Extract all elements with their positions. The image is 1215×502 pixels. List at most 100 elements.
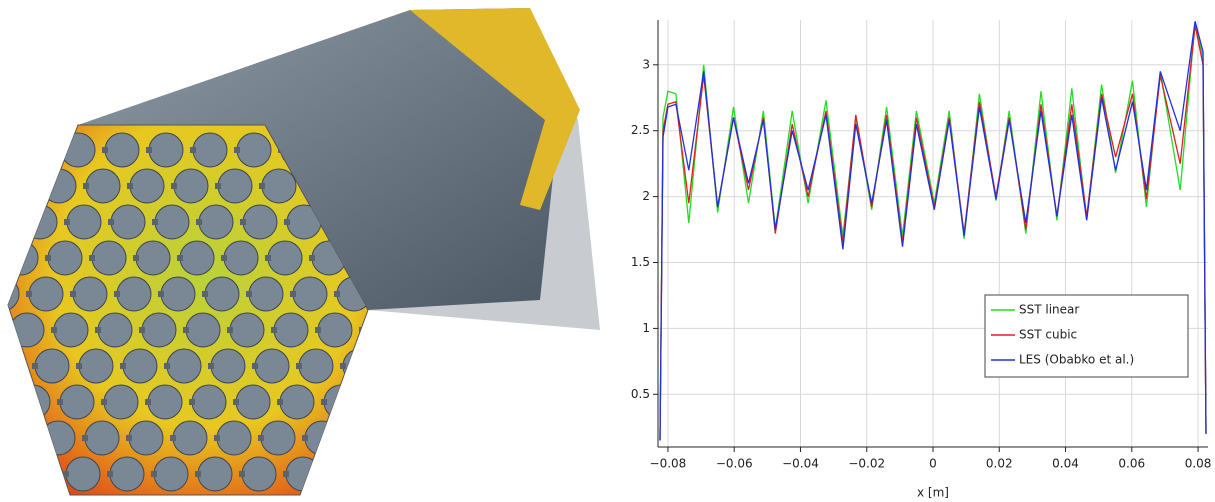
rod-wire (221, 255, 227, 261)
rod-end (91, 240, 127, 276)
rod-end (21, 456, 57, 492)
rod-end (15, 384, 51, 420)
y-tick-label: 2 (642, 189, 650, 203)
rod-wire (114, 291, 120, 297)
rod-wire (195, 471, 201, 477)
rod-end (317, 312, 353, 348)
rod-end (329, 456, 365, 492)
rod-wire (227, 327, 233, 333)
rod-end (110, 204, 146, 240)
rod-end (298, 348, 334, 384)
rod-end (8, 348, 26, 384)
rod-wire (57, 399, 63, 405)
rod-wire (190, 147, 196, 153)
rod-end (374, 457, 408, 491)
rod-wire (19, 471, 25, 477)
rod-wire (63, 471, 69, 477)
rod-end (135, 240, 171, 276)
rod-end (223, 240, 259, 276)
y-tick-label: 3 (642, 57, 650, 71)
x-tick-label: 0.04 (1052, 457, 1079, 471)
legend-label: LES (Obabko et al.) (1019, 353, 1134, 367)
rod-wire (107, 471, 113, 477)
rod-wire (133, 255, 139, 261)
chart: x [m] 0.5 1 1.5 2 2.5 3 −0.08 −0.06 −0.04 −0.02 0 0… (631, 20, 1212, 500)
rod-wire (234, 147, 240, 153)
rod-wire (371, 471, 377, 477)
rod-end (34, 348, 70, 384)
rod-end (128, 420, 164, 456)
rod-wire (39, 183, 45, 189)
rod-end (84, 420, 120, 456)
legend-label: SST linear (1019, 303, 1079, 317)
series-line (659, 21, 1207, 441)
rod-end (60, 132, 96, 168)
rod-wire (20, 219, 26, 225)
rod-end (273, 312, 309, 348)
rod-end (342, 348, 368, 384)
rod-end (85, 168, 121, 204)
rod-end (103, 384, 139, 420)
legend-label: SST cubic (1019, 328, 1077, 342)
rod-end (210, 348, 246, 384)
x-tick-label: 0.08 (1185, 457, 1212, 471)
rod-wire (189, 399, 195, 405)
rod-wire (139, 327, 145, 333)
rod-end (267, 240, 303, 276)
rod-wire (170, 435, 176, 441)
rod-wire (158, 291, 164, 297)
rod-wire (284, 219, 290, 225)
x-tick-label: −0.04 (782, 457, 819, 471)
rod-wire (265, 255, 271, 261)
rod-wire (38, 435, 44, 441)
rod-end (9, 312, 45, 348)
rod-end (198, 204, 234, 240)
rod-wire (340, 363, 346, 369)
rod-end (192, 132, 228, 168)
legend-box (984, 294, 1189, 378)
rod-wire (14, 147, 20, 153)
rod-end (254, 348, 290, 384)
rod-wire (58, 147, 64, 153)
rod-wire (208, 363, 214, 369)
x-tick-label: −0.02 (848, 457, 885, 471)
rod-end (367, 384, 368, 420)
rod-end (66, 204, 102, 240)
rod-wire (214, 435, 220, 441)
rod-wire (240, 219, 246, 225)
rod-end (65, 456, 101, 492)
rod-end (285, 456, 321, 492)
rod-end (241, 456, 277, 492)
x-tick-label: 0 (929, 457, 937, 471)
rod-end (78, 348, 114, 384)
y-tick-label: 0.5 (631, 387, 650, 401)
rod-wire (127, 183, 133, 189)
rod-wire (233, 399, 239, 405)
rod-wire (296, 363, 302, 369)
rod-wire (151, 471, 157, 477)
rod-end (235, 384, 271, 420)
rod-wire (13, 399, 19, 405)
rod-end (47, 240, 83, 276)
rod-wire (8, 327, 13, 333)
rod-end (185, 312, 221, 348)
rod-end (197, 456, 233, 492)
rod-wire (283, 471, 289, 477)
rod-wire (246, 291, 252, 297)
rod-end (104, 132, 140, 168)
rod-wire (76, 363, 82, 369)
rod-wire (95, 327, 101, 333)
rod-wire (327, 471, 333, 477)
rod-wire (271, 327, 277, 333)
rod-end (260, 420, 296, 456)
rod-end (242, 204, 278, 240)
rod-end (323, 384, 359, 420)
rod-end (8, 240, 39, 276)
rod-wire (120, 363, 126, 369)
rod-wire (239, 471, 245, 477)
rod-wire (321, 399, 327, 405)
rod-end (191, 384, 227, 420)
rod-wire (83, 183, 89, 189)
rod-end (279, 384, 315, 420)
